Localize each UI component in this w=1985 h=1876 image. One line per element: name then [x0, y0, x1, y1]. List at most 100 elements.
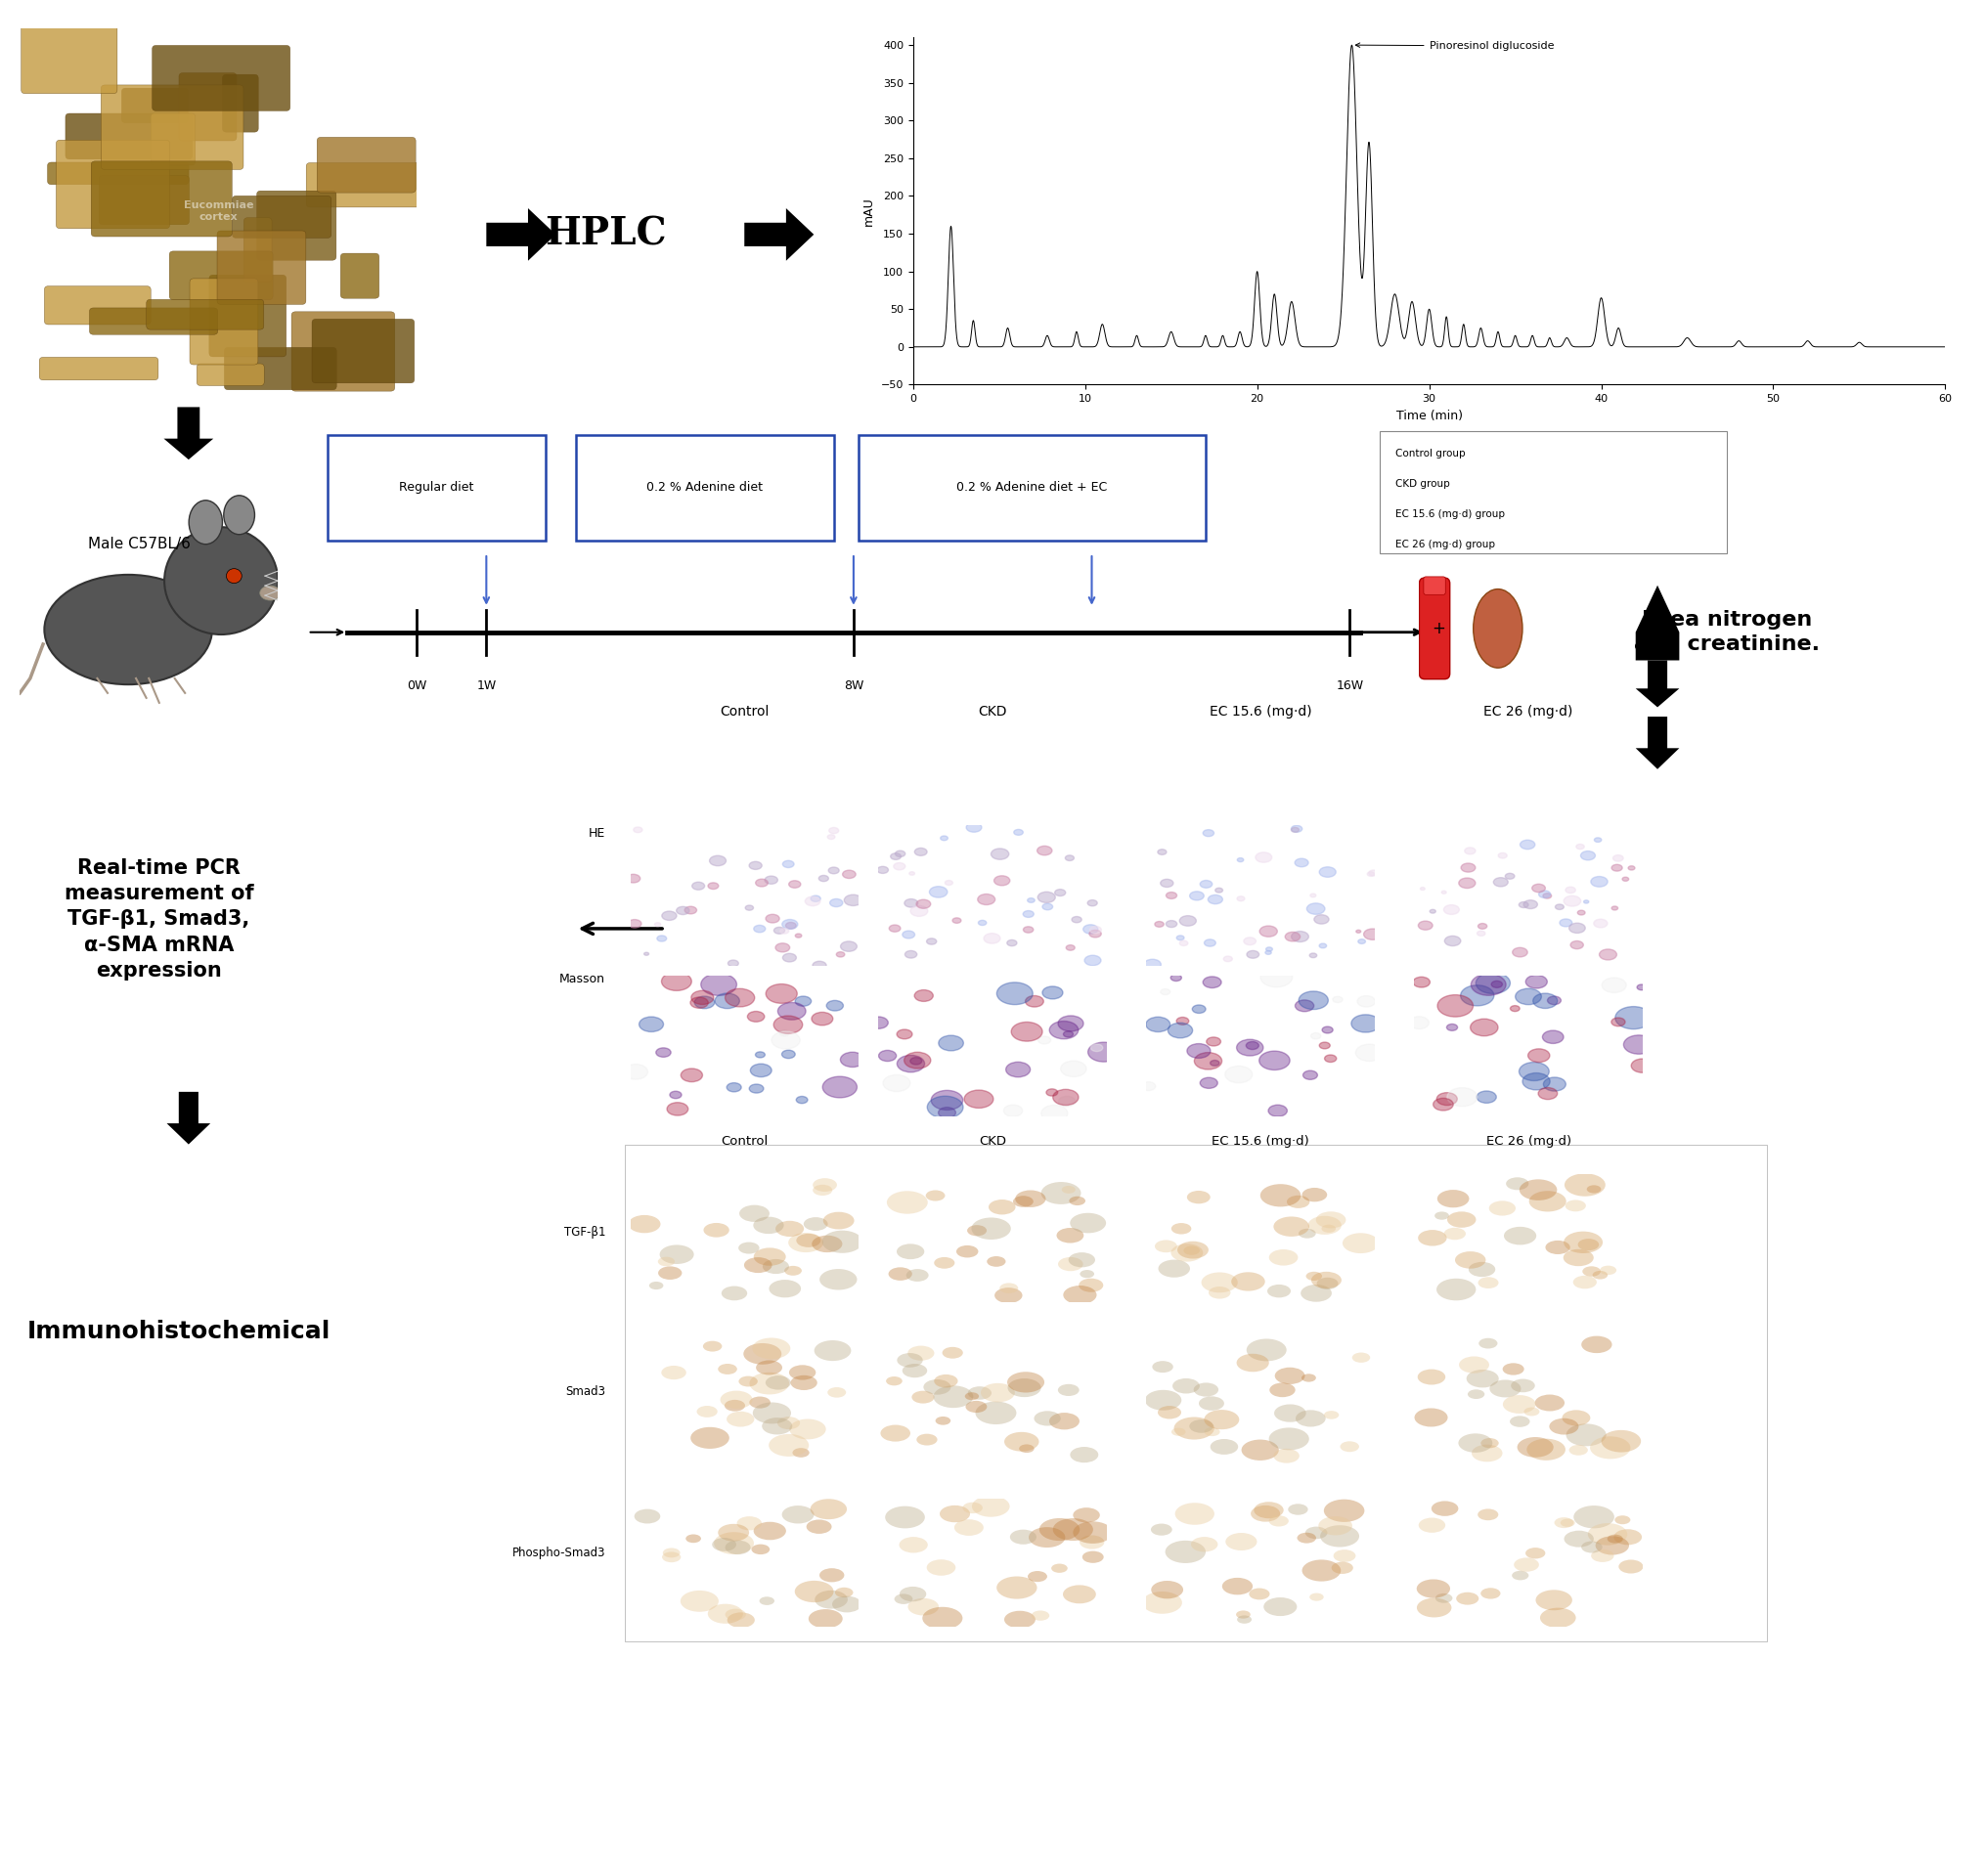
Text: 8W: 8W: [844, 679, 863, 692]
Circle shape: [1018, 1445, 1034, 1452]
Circle shape: [883, 1075, 911, 1092]
Circle shape: [782, 953, 796, 962]
Circle shape: [721, 1287, 746, 1300]
Circle shape: [911, 1058, 921, 1064]
Circle shape: [1638, 985, 1646, 991]
Circle shape: [1491, 981, 1503, 987]
Circle shape: [1588, 1523, 1628, 1546]
Circle shape: [1062, 1585, 1096, 1604]
Circle shape: [629, 1216, 661, 1233]
Circle shape: [1618, 1559, 1644, 1574]
Circle shape: [1201, 1272, 1239, 1293]
Circle shape: [1421, 887, 1425, 889]
FancyBboxPatch shape: [22, 11, 117, 94]
Circle shape: [1038, 891, 1056, 902]
Circle shape: [909, 872, 915, 874]
Circle shape: [1201, 880, 1213, 887]
Circle shape: [752, 1403, 792, 1424]
FancyBboxPatch shape: [222, 75, 258, 131]
Circle shape: [728, 961, 738, 966]
Circle shape: [1165, 893, 1177, 899]
Circle shape: [1223, 957, 1233, 962]
Circle shape: [754, 1521, 786, 1540]
Circle shape: [1171, 1223, 1191, 1234]
Polygon shape: [486, 208, 556, 261]
Circle shape: [1429, 910, 1435, 914]
Circle shape: [1586, 1186, 1602, 1193]
FancyBboxPatch shape: [1423, 576, 1445, 595]
Circle shape: [1070, 1446, 1098, 1463]
Circle shape: [772, 1032, 800, 1049]
Circle shape: [1459, 1356, 1489, 1373]
Circle shape: [1528, 1049, 1550, 1062]
Circle shape: [927, 938, 937, 944]
Circle shape: [1324, 1499, 1364, 1521]
Circle shape: [659, 1246, 695, 1264]
Circle shape: [1064, 1032, 1074, 1037]
Circle shape: [1548, 1418, 1578, 1435]
Circle shape: [963, 1503, 983, 1514]
Circle shape: [661, 972, 691, 991]
Circle shape: [1582, 1336, 1612, 1353]
Circle shape: [1290, 827, 1298, 833]
Text: CKD: CKD: [979, 705, 1006, 719]
Circle shape: [1268, 1105, 1286, 1116]
Circle shape: [1028, 1527, 1066, 1548]
Circle shape: [786, 923, 796, 929]
Circle shape: [1042, 987, 1062, 1000]
Circle shape: [748, 861, 762, 869]
Circle shape: [1594, 919, 1608, 927]
Circle shape: [1544, 1077, 1566, 1092]
Circle shape: [1179, 940, 1187, 946]
Circle shape: [977, 895, 994, 904]
Circle shape: [752, 1218, 784, 1234]
Circle shape: [1270, 1383, 1296, 1398]
Circle shape: [1274, 1368, 1304, 1384]
Circle shape: [1173, 1416, 1215, 1439]
Circle shape: [1189, 1420, 1213, 1433]
Circle shape: [1151, 1581, 1183, 1598]
Circle shape: [1068, 1253, 1096, 1268]
Circle shape: [1260, 1184, 1300, 1206]
Circle shape: [685, 1535, 701, 1542]
Circle shape: [1177, 1017, 1189, 1024]
Circle shape: [927, 1559, 955, 1576]
Circle shape: [1012, 1195, 1034, 1206]
Circle shape: [792, 1448, 810, 1458]
Circle shape: [804, 1218, 828, 1231]
Circle shape: [1522, 1073, 1550, 1090]
Circle shape: [1570, 942, 1584, 949]
Circle shape: [971, 1218, 1010, 1240]
Circle shape: [1161, 880, 1173, 887]
Circle shape: [1503, 1396, 1536, 1413]
Circle shape: [1237, 1610, 1251, 1619]
Circle shape: [685, 906, 697, 914]
Circle shape: [1600, 1266, 1616, 1276]
Circle shape: [945, 880, 953, 885]
Text: Real-time PCR
measurement of
TGF-β1, Smad3,
α-SMA mRNA
expression: Real-time PCR measurement of TGF-β1, Sma…: [64, 857, 254, 981]
Circle shape: [1274, 1405, 1306, 1422]
Circle shape: [1540, 1608, 1576, 1628]
Circle shape: [1157, 1405, 1181, 1418]
FancyBboxPatch shape: [341, 253, 379, 298]
Circle shape: [911, 1390, 935, 1403]
Circle shape: [899, 1587, 927, 1602]
Circle shape: [1457, 1593, 1479, 1604]
Circle shape: [715, 1533, 754, 1555]
Circle shape: [1576, 844, 1584, 850]
Circle shape: [1255, 1503, 1284, 1518]
Text: Control: Control: [721, 705, 768, 719]
Circle shape: [1320, 944, 1326, 947]
Circle shape: [1364, 929, 1382, 940]
Circle shape: [1306, 902, 1324, 914]
Circle shape: [820, 1568, 844, 1581]
Circle shape: [681, 1591, 719, 1611]
Circle shape: [1010, 1022, 1042, 1041]
Circle shape: [1554, 1518, 1574, 1529]
Circle shape: [1332, 996, 1342, 1002]
Circle shape: [1074, 1508, 1100, 1523]
Circle shape: [752, 1544, 770, 1555]
Circle shape: [933, 1386, 973, 1407]
Circle shape: [764, 876, 778, 884]
Circle shape: [736, 1516, 762, 1531]
